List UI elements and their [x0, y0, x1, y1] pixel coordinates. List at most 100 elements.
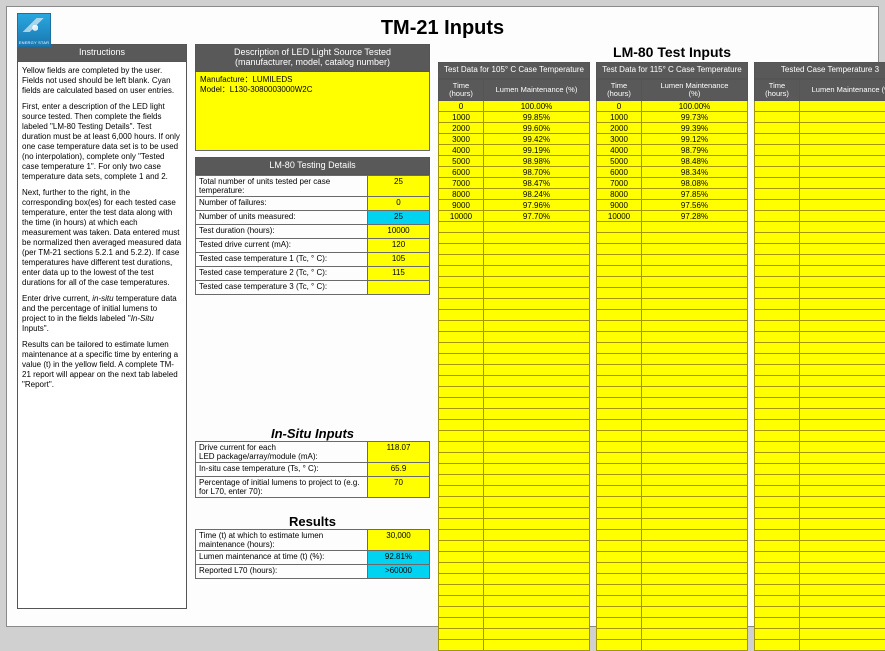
lm-cell[interactable]: [642, 321, 748, 332]
lm-cell[interactable]: [484, 266, 590, 277]
time-cell[interactable]: [439, 288, 484, 299]
lm-cell[interactable]: [642, 222, 748, 233]
lm-cell[interactable]: [800, 343, 885, 354]
row-value[interactable]: 118.07: [368, 442, 430, 463]
lm-cell[interactable]: [642, 519, 748, 530]
lm-cell[interactable]: [800, 442, 885, 453]
time-cell[interactable]: [597, 541, 642, 552]
lm-cell[interactable]: [642, 497, 748, 508]
lm-cell[interactable]: [642, 541, 748, 552]
lm-cell[interactable]: [484, 365, 590, 376]
lm-cell[interactable]: [800, 321, 885, 332]
lm-cell[interactable]: [642, 530, 748, 541]
lm-cell[interactable]: [484, 519, 590, 530]
time-cell[interactable]: [597, 233, 642, 244]
time-cell[interactable]: [755, 222, 800, 233]
time-cell[interactable]: [597, 585, 642, 596]
lm-cell[interactable]: [800, 475, 885, 486]
time-cell[interactable]: [755, 376, 800, 387]
lm-cell[interactable]: 97.56%: [642, 200, 748, 211]
lm-cell[interactable]: [484, 585, 590, 596]
time-cell[interactable]: [439, 354, 484, 365]
time-cell[interactable]: [755, 156, 800, 167]
lm-cell[interactable]: [800, 530, 885, 541]
time-cell[interactable]: [439, 420, 484, 431]
lm-cell[interactable]: 98.08%: [642, 178, 748, 189]
lm-cell[interactable]: [800, 288, 885, 299]
lm-cell[interactable]: [484, 442, 590, 453]
time-cell[interactable]: [755, 299, 800, 310]
lm-cell[interactable]: [642, 365, 748, 376]
lm-cell[interactable]: [484, 398, 590, 409]
lm-cell[interactable]: [642, 508, 748, 519]
lm-cell[interactable]: [800, 167, 885, 178]
time-cell[interactable]: [755, 519, 800, 530]
time-cell[interactable]: [755, 420, 800, 431]
time-cell[interactable]: [439, 321, 484, 332]
lm-cell[interactable]: 98.48%: [642, 156, 748, 167]
lm-cell[interactable]: [484, 618, 590, 629]
time-cell[interactable]: 9000: [597, 200, 642, 211]
time-cell[interactable]: [597, 486, 642, 497]
lm-cell[interactable]: [484, 299, 590, 310]
time-cell[interactable]: [439, 574, 484, 585]
lm-cell[interactable]: [484, 486, 590, 497]
lm-cell[interactable]: [800, 618, 885, 629]
time-cell[interactable]: [755, 409, 800, 420]
time-cell[interactable]: [597, 222, 642, 233]
time-cell[interactable]: [597, 508, 642, 519]
lm-cell[interactable]: [800, 398, 885, 409]
lm-cell[interactable]: 98.79%: [642, 145, 748, 156]
time-cell[interactable]: 10000: [439, 211, 484, 222]
lm-cell[interactable]: [800, 299, 885, 310]
lm-cell[interactable]: [800, 200, 885, 211]
time-cell[interactable]: [439, 552, 484, 563]
lm-cell[interactable]: [484, 552, 590, 563]
time-cell[interactable]: [755, 211, 800, 222]
time-cell[interactable]: [755, 629, 800, 640]
lm-cell[interactable]: [642, 453, 748, 464]
lm-cell[interactable]: [800, 629, 885, 640]
time-cell[interactable]: [755, 101, 800, 112]
time-cell[interactable]: [755, 530, 800, 541]
time-cell[interactable]: [439, 475, 484, 486]
lm-cell[interactable]: [484, 222, 590, 233]
time-cell[interactable]: [755, 277, 800, 288]
time-cell[interactable]: [597, 530, 642, 541]
time-cell[interactable]: [755, 453, 800, 464]
lm-cell[interactable]: 99.12%: [642, 134, 748, 145]
lm-cell[interactable]: [800, 464, 885, 475]
time-cell[interactable]: 1000: [597, 112, 642, 123]
time-cell[interactable]: [755, 123, 800, 134]
time-cell[interactable]: [597, 475, 642, 486]
time-cell[interactable]: [439, 453, 484, 464]
lm-cell[interactable]: [800, 233, 885, 244]
time-cell[interactable]: [439, 464, 484, 475]
lm-cell[interactable]: [800, 255, 885, 266]
time-cell[interactable]: [597, 607, 642, 618]
time-cell[interactable]: [597, 277, 642, 288]
time-cell[interactable]: [597, 299, 642, 310]
time-cell[interactable]: [439, 365, 484, 376]
time-cell[interactable]: 0: [439, 101, 484, 112]
lm-cell[interactable]: [642, 585, 748, 596]
time-cell[interactable]: [597, 255, 642, 266]
time-cell[interactable]: [755, 431, 800, 442]
lm-cell[interactable]: [642, 277, 748, 288]
lm-cell[interactable]: [642, 343, 748, 354]
time-cell[interactable]: 5000: [439, 156, 484, 167]
time-cell[interactable]: [439, 332, 484, 343]
lm-cell[interactable]: [800, 354, 885, 365]
lm-cell[interactable]: [484, 640, 590, 651]
lm-cell[interactable]: [484, 431, 590, 442]
row-value[interactable]: 25: [368, 210, 430, 224]
time-cell[interactable]: [597, 519, 642, 530]
time-cell[interactable]: [597, 288, 642, 299]
lm-cell[interactable]: [484, 409, 590, 420]
time-cell[interactable]: 5000: [597, 156, 642, 167]
lm-cell[interactable]: [800, 519, 885, 530]
lm-cell[interactable]: [642, 409, 748, 420]
time-cell[interactable]: [597, 629, 642, 640]
row-value[interactable]: 30,000: [368, 530, 430, 551]
time-cell[interactable]: [439, 376, 484, 387]
